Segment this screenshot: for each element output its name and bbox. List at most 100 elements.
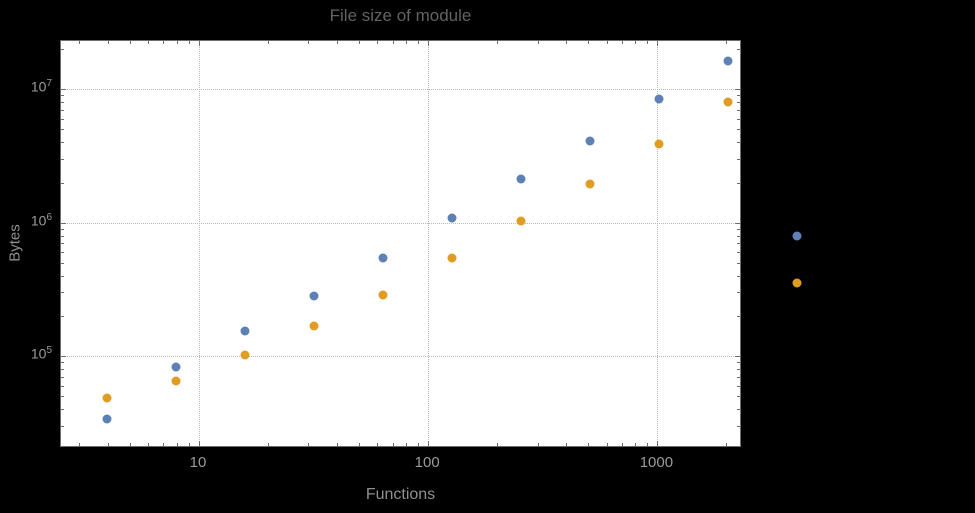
x-axis-label: Functions [365, 486, 436, 503]
y-major-tick [735, 89, 740, 91]
x-minor-tick [621, 443, 623, 446]
x-minor-tick [537, 443, 539, 446]
x-minor-tick [188, 443, 190, 446]
gridline-vertical [198, 41, 200, 446]
gridline-vertical [428, 41, 430, 446]
y-tick-label: 107 [30, 78, 52, 95]
x-minor-tick [497, 41, 499, 44]
chart-title: File size of module [329, 6, 472, 25]
y-minor-tick [61, 425, 64, 427]
x-minor-tick [588, 443, 590, 446]
y-minor-tick [61, 262, 64, 264]
x-minor-tick [566, 41, 568, 44]
y-minor-tick [61, 228, 64, 230]
y-minor-tick [737, 369, 740, 371]
y-minor-tick [61, 409, 64, 411]
y-minor-tick [61, 292, 64, 294]
x-major-tick [198, 441, 200, 446]
x-minor-tick [267, 41, 269, 44]
data-point-series-1-blue [792, 231, 802, 241]
y-major-tick [735, 222, 740, 224]
y-minor-tick [61, 118, 64, 120]
y-minor-tick [737, 315, 740, 317]
x-minor-tick [646, 41, 648, 44]
plot-area [60, 40, 741, 447]
y-minor-tick [61, 235, 64, 237]
y-minor-tick [737, 409, 740, 411]
y-minor-tick [737, 362, 740, 364]
x-tick-label: 100 [414, 454, 440, 471]
x-minor-tick [726, 443, 728, 446]
x-minor-tick [417, 443, 419, 446]
x-minor-tick [635, 41, 637, 44]
y-minor-tick [737, 425, 740, 427]
y-minor-tick [61, 49, 64, 51]
y-minor-tick [61, 396, 64, 398]
x-minor-tick [148, 443, 150, 446]
y-minor-tick [737, 129, 740, 131]
x-minor-tick [163, 41, 165, 44]
y-tick-label: 106 [30, 211, 52, 229]
x-minor-tick [588, 41, 590, 44]
x-minor-tick [176, 443, 178, 446]
y-minor-tick [61, 129, 64, 131]
x-minor-tick [646, 443, 648, 446]
y-minor-tick [61, 275, 64, 277]
x-tick-label: 10 [189, 454, 207, 471]
x-minor-tick [308, 41, 310, 44]
x-minor-tick [606, 443, 608, 446]
x-minor-tick [267, 443, 269, 446]
x-minor-tick [377, 443, 379, 446]
y-minor-tick [737, 159, 740, 161]
y-minor-tick [737, 118, 740, 120]
y-minor-tick [61, 362, 64, 364]
x-minor-tick [107, 41, 109, 44]
y-minor-tick [61, 243, 64, 245]
y-axis-label: Bytes [6, 224, 24, 262]
x-minor-tick [308, 443, 310, 446]
x-minor-tick [336, 41, 338, 44]
x-minor-tick [359, 443, 361, 446]
y-minor-tick [61, 369, 64, 371]
y-major-tick [61, 356, 66, 358]
x-minor-tick [359, 41, 361, 44]
y-minor-tick [737, 252, 740, 254]
y-minor-tick [61, 109, 64, 111]
x-major-tick [657, 441, 659, 446]
x-minor-tick [176, 41, 178, 44]
x-minor-tick [606, 41, 608, 44]
x-major-tick [657, 41, 659, 46]
y-minor-tick [61, 315, 64, 317]
x-minor-tick [163, 443, 165, 446]
y-minor-tick [737, 235, 740, 237]
y-tick-exponent: 7 [46, 78, 52, 90]
y-minor-tick [61, 376, 64, 378]
x-minor-tick [726, 41, 728, 44]
x-minor-tick [79, 443, 81, 446]
x-minor-tick [188, 41, 190, 44]
y-minor-tick [737, 243, 740, 245]
x-minor-tick [392, 443, 394, 446]
y-minor-tick [737, 49, 740, 51]
y-minor-tick [737, 376, 740, 378]
y-tick-exponent: 5 [46, 345, 52, 357]
x-minor-tick [148, 41, 150, 44]
y-minor-tick [61, 142, 64, 144]
gridline-horizontal [61, 89, 740, 91]
x-major-tick [428, 441, 430, 446]
x-minor-tick [79, 41, 81, 44]
gridline-horizontal [61, 356, 740, 358]
y-tick-label: 105 [30, 345, 52, 362]
x-minor-tick [537, 41, 539, 44]
x-minor-tick [405, 443, 407, 446]
x-major-tick [428, 41, 430, 46]
y-minor-tick [61, 182, 64, 184]
x-minor-tick [129, 41, 131, 44]
y-minor-tick [737, 228, 740, 230]
y-minor-tick [737, 102, 740, 104]
x-minor-tick [635, 443, 637, 446]
y-minor-tick [61, 385, 64, 387]
y-minor-tick [61, 102, 64, 104]
y-minor-tick [737, 182, 740, 184]
x-minor-tick [621, 41, 623, 44]
